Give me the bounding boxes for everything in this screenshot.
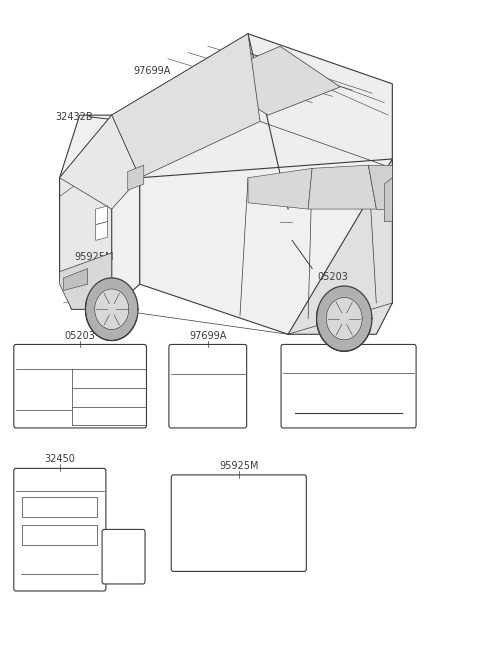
Text: 05203: 05203 (65, 331, 96, 341)
Polygon shape (64, 269, 88, 290)
Polygon shape (60, 253, 112, 309)
FancyBboxPatch shape (169, 345, 247, 428)
FancyBboxPatch shape (281, 345, 416, 428)
Text: 05203: 05203 (317, 272, 348, 282)
Text: 32450: 32450 (45, 455, 75, 464)
Polygon shape (317, 286, 372, 351)
Bar (23, 496, 97, 517)
Polygon shape (60, 115, 112, 309)
Polygon shape (112, 34, 392, 209)
Polygon shape (140, 159, 392, 334)
Polygon shape (95, 289, 129, 329)
Polygon shape (368, 165, 392, 209)
Polygon shape (60, 115, 140, 209)
Bar (23, 525, 97, 545)
Polygon shape (208, 47, 340, 115)
Polygon shape (288, 159, 392, 334)
Text: 95925M: 95925M (219, 461, 259, 471)
Text: 95925M: 95925M (74, 252, 114, 262)
Polygon shape (60, 115, 140, 309)
Polygon shape (96, 221, 108, 240)
Polygon shape (248, 168, 312, 209)
Polygon shape (326, 297, 362, 340)
FancyBboxPatch shape (171, 475, 306, 571)
Text: 97699A: 97699A (189, 331, 227, 341)
Polygon shape (384, 178, 392, 221)
FancyBboxPatch shape (102, 529, 145, 584)
Polygon shape (128, 165, 144, 190)
Polygon shape (85, 278, 138, 341)
Text: 32432B: 32432B (330, 331, 367, 341)
Polygon shape (308, 165, 376, 209)
Text: 97699A: 97699A (133, 66, 170, 76)
FancyBboxPatch shape (14, 468, 106, 591)
Text: 32432B: 32432B (56, 112, 93, 122)
Polygon shape (112, 34, 260, 178)
Polygon shape (96, 206, 108, 225)
FancyBboxPatch shape (14, 345, 146, 428)
